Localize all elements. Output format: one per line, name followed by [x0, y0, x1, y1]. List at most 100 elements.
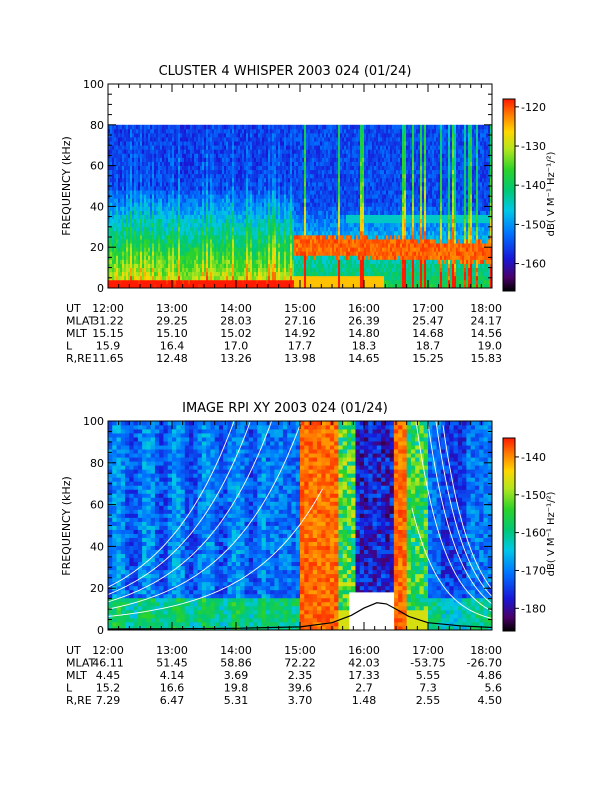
spectrogram-cell [256, 128, 259, 134]
spectrogram-cell [162, 145, 165, 150]
spectrogram-cell [260, 259, 263, 264]
spectrogram-cell [318, 279, 321, 285]
spectrogram-cell [236, 132, 239, 138]
spectrogram-cell [292, 128, 295, 134]
spectrogram-cell [346, 267, 349, 273]
spectrogram-cell [158, 279, 161, 285]
spectrogram-cell [206, 177, 209, 183]
spectrogram-cell [200, 222, 203, 228]
spectrogram-cell [212, 137, 215, 142]
spectrogram-cell [346, 283, 349, 289]
spectrogram-cell [112, 202, 115, 207]
spectrogram-cell [202, 275, 205, 281]
spectrogram-cell [336, 137, 339, 142]
spectrogram-cell [198, 230, 201, 236]
spectrogram-cell [248, 210, 251, 215]
spectrogram-cell [108, 230, 111, 236]
spectrogram-cell [140, 173, 143, 179]
spectrogram-cell [120, 230, 123, 236]
spectrogram-cell [128, 198, 131, 203]
spectrogram-cell [354, 161, 357, 166]
spectrogram-cell [328, 255, 331, 260]
spectrogram-cell [348, 132, 351, 138]
spectrogram-cell [220, 141, 223, 146]
spectrogram-cell [134, 137, 137, 142]
spectrogram-cell [262, 194, 265, 199]
spectrogram-cell [116, 161, 119, 166]
spectrogram-cell [282, 128, 285, 134]
spectrogram-cell [176, 124, 179, 130]
spectrogram-cell [268, 226, 271, 232]
spectrogram-cell [308, 202, 311, 207]
spectrogram-cell [158, 141, 161, 146]
spectrogram-cell [344, 259, 347, 264]
spectrogram-cell [210, 275, 213, 281]
spectrogram-cell [244, 218, 247, 224]
spectrogram-cell [204, 141, 207, 146]
spectrogram-cell [294, 198, 297, 203]
spectrogram-cell [228, 137, 231, 142]
spectrogram-cell [280, 214, 283, 220]
spectrogram-cell [242, 251, 245, 256]
spectrogram-cell [196, 128, 199, 134]
spectrogram-cell [116, 271, 119, 277]
spectrogram-cell [332, 137, 335, 142]
spectrogram-cell [280, 202, 283, 207]
spectrogram-cell [316, 222, 319, 228]
spectrogram-cell [280, 141, 283, 146]
spectrogram-cell [146, 177, 149, 183]
spectrogram-cell [298, 222, 301, 228]
spectrogram-cell [214, 173, 217, 179]
spectrogram-cell [350, 255, 353, 260]
spectrogram-cell [208, 161, 211, 166]
spectrogram-cell [158, 283, 161, 289]
spectrogram-cell [280, 279, 283, 285]
spectrogram-cell [282, 137, 285, 142]
spectrogram-cell [152, 145, 155, 150]
spectrogram-cell [278, 157, 281, 162]
spectrogram-cell [266, 137, 269, 142]
spectrogram-cell [194, 149, 197, 154]
spectrogram-cell [270, 149, 273, 154]
spectrogram-cell [152, 283, 155, 289]
spectrogram-cell [278, 149, 281, 154]
spectrogram-cell [154, 186, 157, 191]
spectrogram-cell [210, 153, 213, 158]
spectrogram-cell [354, 198, 357, 203]
spectrogram-cell [348, 263, 351, 268]
spectrogram-cell [258, 271, 261, 277]
spectrogram-cell [174, 181, 177, 187]
spectrogram-cell [224, 263, 227, 268]
spectrogram-cell [158, 169, 161, 175]
spectrogram-cell [346, 186, 349, 191]
spectrogram-cell [284, 279, 287, 285]
spectrogram-cell [268, 259, 271, 264]
spectrogram-cell [284, 128, 287, 134]
spectrogram-cell [112, 234, 115, 240]
spectrogram-cell [338, 132, 341, 138]
spectrogram-cell [290, 177, 293, 183]
spectrogram-cell [302, 157, 305, 162]
spectrogram-cell [210, 214, 213, 220]
spectrogram-cell [258, 202, 261, 207]
spectrogram-cell [188, 194, 191, 199]
spectrogram-cell [216, 243, 219, 248]
spectrogram-cell [332, 186, 335, 191]
spectrogram-cell [236, 206, 239, 211]
spectrogram-cell [238, 190, 241, 195]
spectrogram-cell [310, 226, 313, 232]
spectrogram-cell [158, 165, 161, 171]
spectrogram-cell [208, 173, 211, 179]
spectrogram-cell [268, 206, 271, 211]
spectrogram-cell [266, 226, 269, 232]
spectrogram-cell [316, 181, 319, 187]
spectrogram-cell [346, 190, 349, 195]
spectrogram-cell [236, 263, 239, 268]
spectrogram-cell [260, 202, 263, 207]
spectrogram-cell [160, 177, 163, 183]
spectrogram-cell [212, 243, 215, 248]
spectrogram-cell [274, 239, 277, 244]
spectrogram-cell [124, 247, 127, 252]
spectrogram-cell [216, 177, 219, 183]
spectrogram-cell [198, 263, 201, 268]
